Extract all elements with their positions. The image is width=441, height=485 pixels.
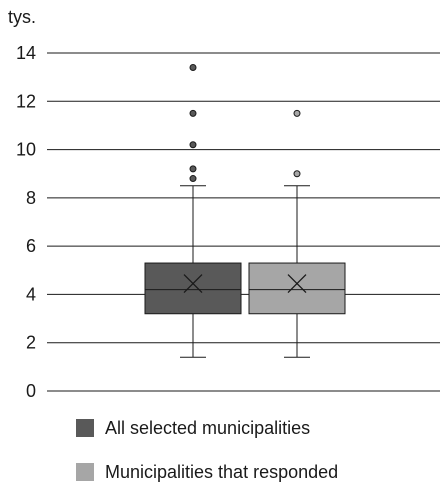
legend-item-responded[interactable]: Municipalities that responded <box>76 460 416 484</box>
outlier-point <box>293 170 301 178</box>
legend-label-responded: Municipalities that responded <box>105 462 339 482</box>
outlier-point <box>189 175 197 183</box>
mean-marker <box>183 274 203 294</box>
legend-swatch-all-selected <box>76 419 94 437</box>
y-tick-label: 14 <box>16 43 36 63</box>
gridlines <box>47 52 440 392</box>
legend-swatch-responded <box>76 463 94 481</box>
y-tick-label: 2 <box>26 333 36 353</box>
unit-label: tys. <box>8 7 36 27</box>
outlier-point <box>189 109 197 117</box>
outlier-point <box>189 63 197 71</box>
box-series <box>144 63 346 358</box>
iqr-box <box>248 262 346 315</box>
legend-label-all-selected: All selected municipalities <box>105 418 311 438</box>
y-tick-label: 12 <box>16 91 36 111</box>
box-series-1 <box>248 109 346 358</box>
legend-item-all-selected[interactable]: All selected municipalities <box>76 416 416 440</box>
y-axis-tick-labels: 0 2 4 6 8 10 12 14 <box>16 43 36 401</box>
y-tick-label: 10 <box>16 140 36 160</box>
iqr-box <box>144 262 242 315</box>
mean-marker <box>287 274 307 294</box>
y-tick-label: 0 <box>26 381 36 401</box>
y-tick-label: 4 <box>26 284 36 304</box>
box-series-0 <box>144 63 242 358</box>
outlier-point <box>189 165 197 173</box>
y-tick-label: 6 <box>26 236 36 256</box>
y-tick-label: 8 <box>26 188 36 208</box>
outlier-point <box>189 141 197 149</box>
outlier-point <box>293 109 301 117</box>
